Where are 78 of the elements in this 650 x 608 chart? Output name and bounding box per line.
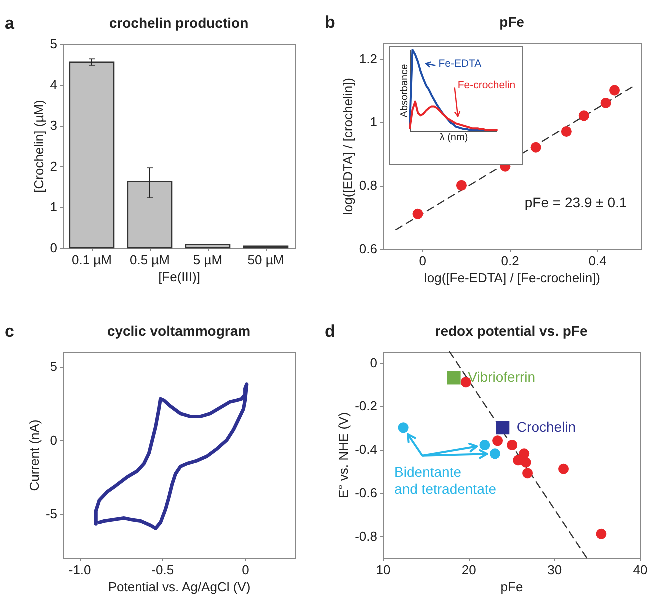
x-tick-label: 0 [419, 254, 426, 268]
line-series [94, 382, 249, 530]
y-tick-label: 5 [50, 36, 58, 52]
y-tick-label: 0.6 [359, 242, 378, 256]
point [558, 464, 569, 474]
y-tick-label: 3 [50, 118, 58, 134]
point [456, 180, 467, 191]
x-tick-label: 30 [548, 562, 562, 578]
point [561, 126, 572, 137]
point [596, 528, 607, 540]
point [530, 142, 542, 153]
x-axis-title: Potential vs. Ag/AgCl (V) [108, 580, 251, 594]
y-tick-label: 4 [50, 77, 58, 92]
chart-title: crochelin production [109, 15, 249, 31]
point [447, 371, 461, 385]
point [522, 468, 534, 479]
x-tick-label: 0 [242, 562, 250, 578]
point [490, 448, 500, 460]
y-axis-title: log([EDTA] / [crochelin]) [340, 78, 356, 216]
x-tick-label: 0.4 [588, 254, 607, 268]
bar [185, 244, 231, 249]
point [398, 422, 409, 434]
point [520, 457, 532, 468]
x-tick-label: -0.5 [152, 562, 174, 578]
text: a [5, 14, 15, 33]
chart-title: pFe [500, 14, 525, 30]
point [600, 98, 612, 108]
text: d [325, 322, 336, 341]
text: b [325, 13, 336, 32]
text: c [5, 322, 14, 341]
chart-title: cyclic voltammogram [107, 323, 251, 339]
x-axis-title: pFe [500, 580, 524, 594]
y-tick-label: -0.2 [355, 398, 378, 414]
x-tick-label: 0.2 [501, 254, 520, 268]
y-tick-label: 1 [50, 200, 58, 215]
y-axis-title: E° vs. NHE (V) [336, 412, 352, 499]
annotation: pFe = 23.9 ± 0.1 [524, 194, 628, 211]
point [480, 440, 490, 450]
point [492, 436, 504, 446]
series-label: Crochelin [516, 418, 576, 435]
series-label: Vibrioferrin [468, 369, 536, 386]
point [412, 208, 424, 220]
y-axis-title: Absorbance [400, 64, 410, 118]
y-axis-title: Current (nA) [26, 420, 42, 492]
y-tick-label: -5 [46, 506, 58, 522]
y-tick-label: 1 [370, 114, 378, 130]
y-tick-label: -0.4 [355, 442, 378, 458]
x-tick-label: -1.0 [68, 562, 92, 578]
point [507, 440, 518, 450]
bar [127, 181, 173, 249]
y-axis-title: [Crochelin] (µM) [31, 100, 46, 193]
x-axis-title: log([Fe-EDTA] / [Fe-crochelin]) [424, 270, 601, 286]
x-tick-label: 5 µM [193, 252, 223, 268]
x-tick-label: 10 [376, 562, 391, 578]
point [610, 85, 620, 96]
y-tick-label: 0 [50, 432, 58, 448]
y-tick-label: 0.8 [359, 178, 378, 194]
y-tick-label: 0 [50, 240, 58, 256]
y-tick-label: 0 [370, 355, 378, 370]
bar [69, 62, 115, 249]
y-tick-label: 2 [50, 158, 58, 174]
x-tick-label: 40 [633, 562, 648, 578]
chart-title: redox potential vs. pFe [435, 323, 588, 339]
x-tick-label: 0.1 µM [72, 252, 112, 268]
x-tick-label: 0.5 µM [130, 252, 170, 268]
text: Fe-crochelin [458, 80, 516, 92]
y-tick-label: 5 [50, 359, 58, 374]
legend-label: Bidentante and tetradentate [394, 464, 497, 497]
legend-label: Fe-EDTA [438, 58, 482, 70]
y-tick-label: -0.6 [355, 485, 378, 500]
x-tick-label: 20 [462, 562, 476, 578]
x-axis-title: λ (nm) [440, 132, 468, 144]
point [496, 421, 510, 435]
x-axis-title: [Fe(III)] [158, 270, 200, 284]
point [578, 110, 590, 122]
x-tick-label: 50 µM [248, 252, 284, 268]
y-tick-label: 1.2 [359, 51, 378, 66]
y-tick-label: -0.8 [355, 528, 378, 544]
